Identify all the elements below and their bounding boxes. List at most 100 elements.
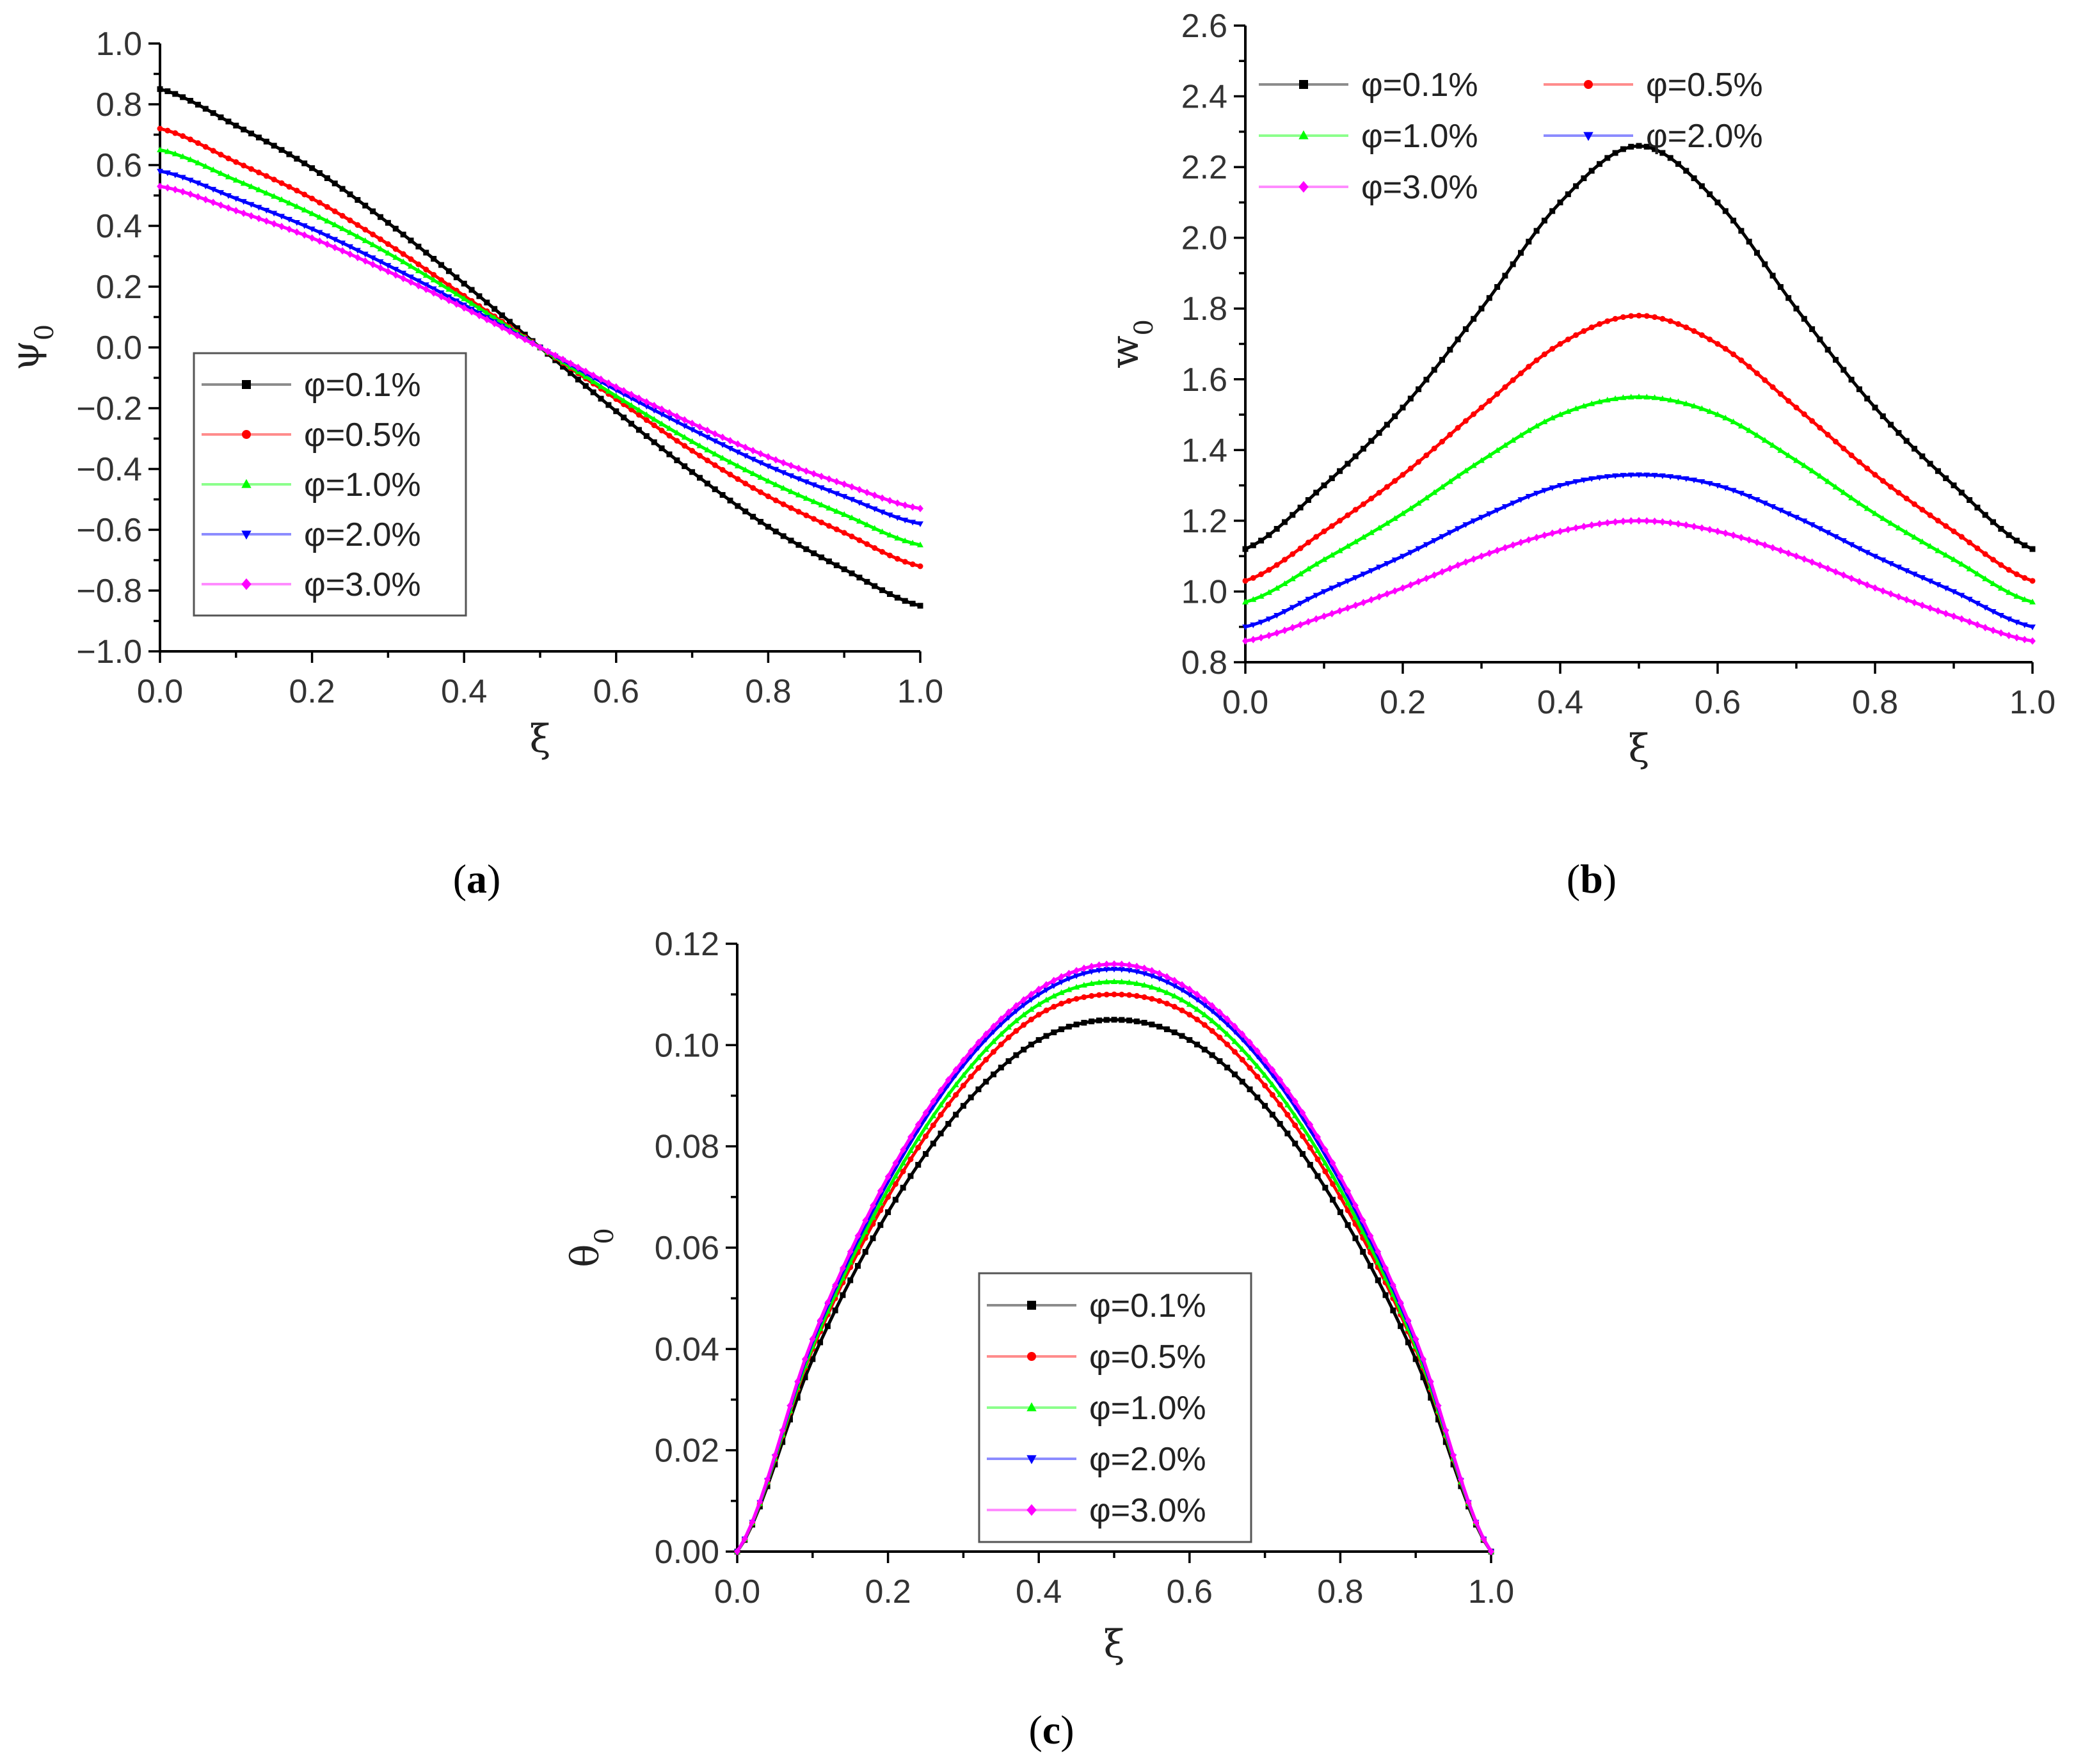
data-point — [818, 472, 825, 481]
data-point — [1096, 961, 1103, 969]
data-point — [802, 1355, 808, 1363]
data-point — [225, 204, 232, 212]
data-point — [1305, 497, 1311, 504]
data-point — [681, 423, 688, 429]
data-point — [2013, 633, 2020, 642]
data-point — [1012, 1017, 1019, 1024]
data-point — [1058, 973, 1065, 981]
data-point — [870, 1202, 876, 1209]
data-point — [651, 422, 657, 429]
data-point — [431, 255, 437, 262]
data-point — [1391, 587, 1398, 595]
data-point — [1126, 967, 1133, 974]
data-point — [719, 466, 726, 473]
data-point — [1557, 483, 1563, 489]
data-point — [991, 1049, 997, 1055]
data-point — [832, 1281, 839, 1289]
data-point — [1020, 996, 1027, 1004]
data-point — [308, 226, 315, 233]
data-point — [1277, 1076, 1284, 1084]
data-point — [1667, 155, 1673, 161]
data-point — [1722, 208, 1729, 214]
data-point — [1706, 408, 1713, 414]
data-point — [635, 411, 642, 418]
data-point — [1389, 1281, 1396, 1289]
data-point — [1809, 418, 1816, 424]
data-point — [355, 196, 361, 203]
data-point — [902, 501, 909, 509]
data-point — [233, 122, 239, 129]
data-point — [849, 533, 855, 539]
data-point — [1501, 504, 1508, 510]
data-point — [1628, 143, 1634, 150]
data-point — [780, 484, 787, 491]
data-point — [1990, 580, 1997, 586]
data-point — [1722, 346, 1729, 352]
data-point — [1620, 517, 1627, 525]
data-point — [1911, 534, 1918, 540]
legend-label: φ=2.0% — [1646, 118, 1763, 155]
data-point — [1336, 547, 1343, 553]
data-point — [1321, 589, 1327, 595]
data-point — [635, 399, 643, 406]
data-point — [1431, 489, 1438, 495]
data-point — [990, 1038, 997, 1044]
data-point — [1179, 996, 1185, 1003]
data-point — [870, 1214, 876, 1220]
data-point — [1951, 612, 1957, 620]
data-point — [369, 255, 376, 262]
data-point — [991, 1071, 997, 1077]
data-point — [2006, 616, 2013, 623]
data-point — [232, 207, 239, 215]
data-point — [1856, 386, 1862, 392]
data-point — [1148, 967, 1155, 974]
data-point — [1565, 525, 1572, 534]
y-tick-label: 2.6 — [1181, 8, 1227, 45]
data-point — [271, 193, 278, 199]
data-point — [431, 271, 437, 278]
data-point — [1361, 501, 1366, 507]
data-point — [1305, 596, 1312, 603]
data-point — [1073, 973, 1080, 980]
data-point — [1848, 542, 1855, 548]
y-tick-label: 0.6 — [96, 147, 142, 184]
data-point — [863, 503, 870, 509]
data-point — [1762, 377, 1768, 383]
data-point — [1872, 472, 1878, 478]
data-point — [689, 469, 696, 475]
data-point — [841, 480, 848, 488]
data-point — [1360, 534, 1367, 540]
data-point — [1785, 295, 1792, 301]
data-point — [1269, 1111, 1275, 1118]
data-point — [1329, 552, 1336, 558]
data-point — [1510, 541, 1517, 549]
data-point — [877, 1222, 884, 1228]
data-point — [1494, 546, 1501, 555]
data-point — [1785, 398, 1792, 404]
data-point — [1336, 607, 1343, 615]
data-point — [1096, 1017, 1102, 1024]
data-point — [1314, 1173, 1321, 1179]
legend-marker — [1298, 130, 1309, 139]
data-point — [1588, 324, 1595, 331]
data-point — [1156, 986, 1163, 992]
data-point — [1864, 395, 1871, 402]
data-point — [1028, 990, 1035, 998]
data-point — [1651, 517, 1658, 525]
data-point — [704, 434, 711, 441]
data-point — [422, 282, 429, 289]
data-point — [1216, 1024, 1223, 1030]
data-point — [818, 501, 825, 507]
data-point — [1488, 1548, 1494, 1555]
data-point — [1565, 408, 1572, 414]
data-point — [1824, 431, 1831, 438]
data-point — [1565, 481, 1572, 487]
data-point — [1769, 441, 1777, 448]
data-point — [872, 583, 878, 589]
data-point — [1588, 168, 1595, 174]
data-point — [1292, 1122, 1298, 1129]
data-point — [1163, 1001, 1170, 1007]
data-point — [990, 1022, 997, 1031]
data-point — [1119, 991, 1125, 997]
data-point — [308, 234, 315, 242]
